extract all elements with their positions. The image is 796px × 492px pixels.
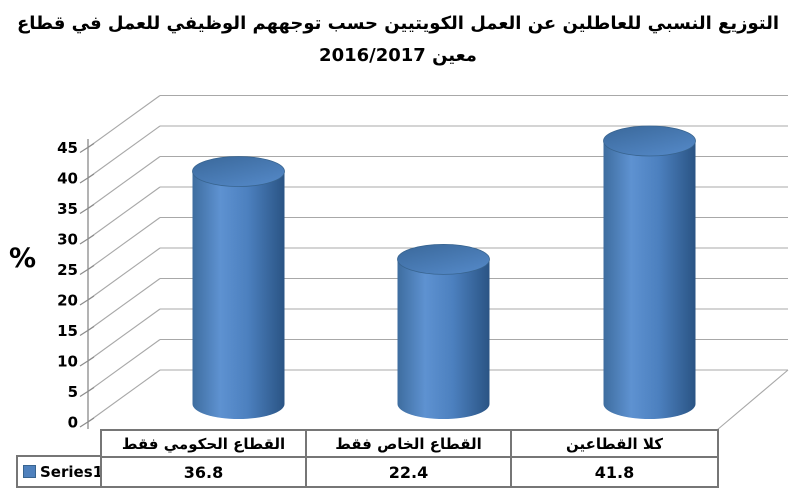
chart-title-line1: التوزيع النسبي للعاطلين عن العمل الكويتي… [16,13,780,34]
floor-right-edge [716,369,789,431]
bar-cylinder-2 [603,125,696,419]
chart-title-line2: معين 2016/2017 [319,45,477,66]
bar-cylinder-1 [397,243,490,419]
category-header-cell: كلا القطاعين [510,429,719,458]
value-cell: 22.4 [305,456,512,488]
svg-text:35: 35 [57,200,78,218]
category-header-cell: القطاع الخاص فقط [305,429,512,458]
legend-key: Series1 [16,455,104,488]
svg-text:20: 20 [57,292,78,310]
svg-text:25: 25 [57,261,78,279]
value-cell: 36.8 [100,456,307,488]
value-cell: 41.8 [510,456,719,488]
svg-text:10: 10 [57,353,78,371]
y-axis-labels: 0 5 10 15 20 25 30 35 40 45 [57,139,78,432]
bar-cylinder-0 [192,156,285,419]
svg-text:40: 40 [57,170,78,188]
svg-text:0: 0 [68,414,78,432]
svg-text:45: 45 [57,139,78,157]
legend-label: Series1 [40,462,104,481]
category-header-cell: القطاع الحكومي فقط [100,429,307,458]
svg-text:15: 15 [57,322,78,340]
svg-text:5: 5 [68,383,78,401]
chart-title: التوزيع النسبي للعاطلين عن العمل الكويتي… [0,8,796,72]
svg-text:30: 30 [57,231,78,249]
legend-marker-icon [23,465,36,478]
y-axis-unit-label: % [9,243,37,274]
y-axis-ticks [79,142,95,428]
